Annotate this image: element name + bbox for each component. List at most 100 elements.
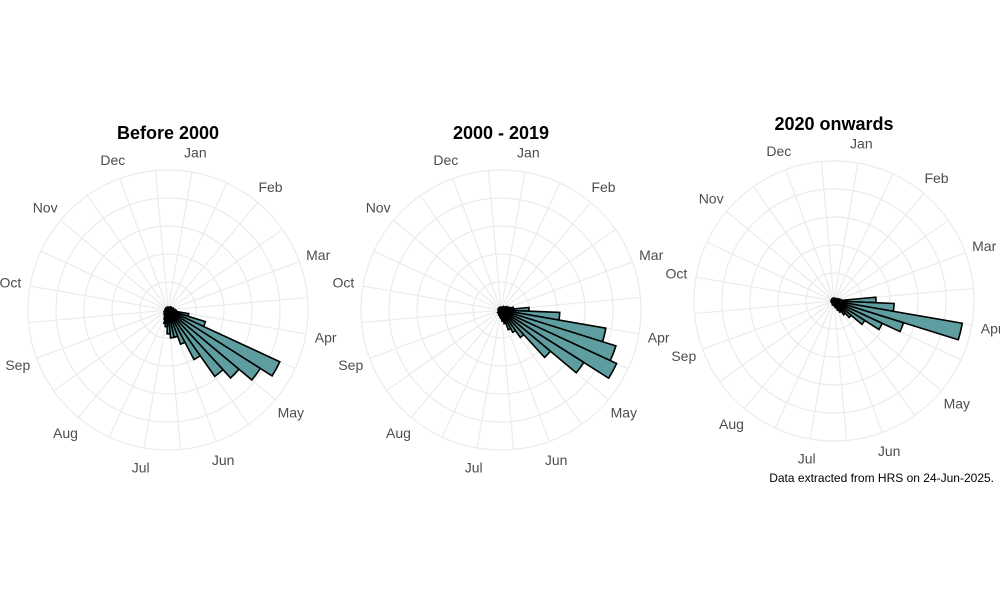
grid-spoke: [167, 171, 193, 311]
month-label: Sep: [5, 357, 30, 373]
month-label: Apr: [648, 329, 670, 345]
grid-spoke: [143, 309, 169, 449]
month-label: Dec: [433, 152, 458, 168]
panel-2000-2019: Jan Feb Mar Apr May Jun Jul Aug Sep Oct Nov Dec 2000…: [332, 123, 669, 476]
month-label: Feb: [591, 179, 615, 195]
grid-spoke: [719, 300, 835, 383]
month-label: Oct: [0, 275, 21, 291]
grid-spoke: [361, 309, 502, 324]
grid-ring: [83, 225, 253, 395]
grid-spoke: [743, 300, 835, 409]
bar-series: [496, 305, 618, 380]
polar-bar: [167, 309, 262, 382]
month-label: Nov: [33, 199, 58, 215]
grid-spoke: [500, 228, 616, 311]
month-label: Jul: [798, 451, 816, 467]
grid-spoke: [369, 309, 502, 359]
month-label: Aug: [719, 416, 744, 432]
polar-grid: [27, 169, 309, 451]
polar-bar: [500, 309, 585, 374]
month-label: Mar: [306, 247, 330, 263]
grid-spoke: [833, 193, 925, 302]
polar-bar: [167, 309, 225, 378]
grid-spoke: [410, 309, 502, 418]
month-label: May: [611, 405, 637, 421]
grid-spoke: [500, 309, 515, 450]
month-label: Jun: [878, 443, 901, 459]
grid-spoke: [833, 300, 916, 416]
grid-spoke: [833, 173, 894, 302]
month-label: May: [944, 396, 970, 412]
grid-spoke: [833, 300, 883, 433]
grid-spoke: [695, 276, 835, 302]
grid-spoke: [419, 195, 502, 311]
grid-spoke: [487, 170, 502, 311]
grid-ring: [27, 169, 309, 451]
month-label: Jul: [132, 460, 150, 476]
grid-spoke: [167, 309, 307, 335]
grid-spoke: [833, 300, 848, 441]
polar-bar: [499, 306, 502, 311]
grid-spoke: [362, 285, 502, 311]
polar-bar: [167, 309, 176, 339]
grid-spoke: [29, 285, 169, 311]
grid-spoke: [393, 219, 502, 311]
bar-series: [830, 296, 964, 341]
panel-title: 2020 onwards: [774, 114, 893, 134]
month-label: Feb: [258, 179, 282, 195]
grid-ring: [721, 188, 947, 414]
polar-bar: [166, 306, 169, 311]
grid-ring: [360, 169, 642, 451]
grid-spoke: [726, 210, 835, 302]
grid-spoke: [373, 250, 502, 311]
panel-2020-onwards: Jan Feb Mar Apr May Jun Jul Aug Sep Oct Nov Dec 2020…: [665, 114, 1000, 467]
grid-spoke: [441, 309, 502, 438]
polar-bar: [167, 309, 281, 378]
month-label: Jun: [545, 452, 568, 468]
grid-ring: [139, 281, 197, 339]
month-label: Feb: [924, 170, 948, 186]
month-label: Nov: [366, 199, 391, 215]
grid-ring: [444, 253, 558, 367]
grid-spoke: [785, 169, 835, 302]
month-label: Aug: [53, 425, 78, 441]
grid-spoke: [28, 309, 169, 324]
polar-bar: [167, 309, 202, 361]
grid-ring: [111, 253, 225, 367]
grid-spoke: [154, 170, 169, 311]
grid-spoke: [60, 219, 169, 311]
panel-title: 2000 - 2019: [453, 123, 549, 143]
grid-spoke: [774, 300, 835, 429]
grid-spoke: [53, 309, 169, 392]
grid-spoke: [500, 202, 592, 311]
month-label: May: [278, 405, 304, 421]
polar-bar: [167, 309, 186, 346]
grid-spoke: [752, 186, 835, 302]
polar-bar: [500, 309, 618, 380]
month-label: Nov: [699, 190, 724, 206]
grid-ring: [416, 225, 586, 395]
grid-spoke: [706, 241, 835, 302]
grid-ring: [749, 216, 919, 386]
data-source-caption: Data extracted from HRS on 24-Jun-2025.: [769, 471, 994, 485]
grid-spoke: [167, 202, 259, 311]
month-label: Jan: [850, 135, 873, 151]
month-label: Apr: [315, 329, 337, 345]
grid-spoke: [476, 309, 502, 449]
grid-spoke: [500, 261, 633, 311]
grid-spoke: [452, 178, 502, 311]
month-label: Aug: [386, 425, 411, 441]
month-label: Jul: [465, 460, 483, 476]
grid-spoke: [40, 250, 169, 311]
panel-title: Before 2000: [117, 123, 219, 143]
month-label: Oct: [332, 275, 354, 291]
month-label: Dec: [766, 143, 791, 159]
grid-spoke: [36, 309, 169, 359]
grid-spoke: [833, 219, 949, 302]
grid-ring: [55, 197, 281, 423]
grid-spoke: [77, 309, 169, 418]
grid-spoke: [820, 161, 835, 302]
grid-spoke: [167, 182, 228, 311]
grid-spoke: [500, 171, 526, 311]
bar-series: [162, 305, 281, 382]
